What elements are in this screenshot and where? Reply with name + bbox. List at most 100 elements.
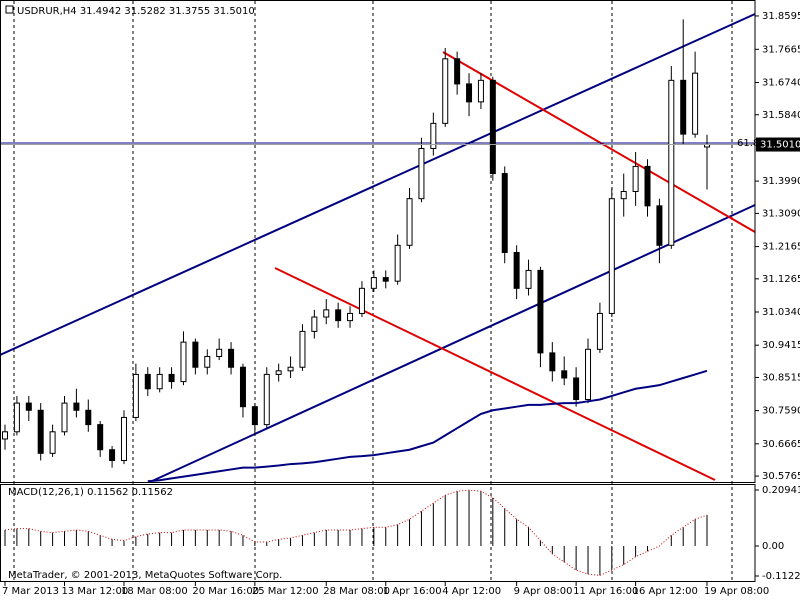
y-tick-label: 31.2165 xyxy=(762,242,800,253)
candle-body xyxy=(275,370,282,375)
candle-body xyxy=(144,373,151,390)
macd-frame xyxy=(0,484,756,582)
candle-body xyxy=(49,431,56,454)
y-tick-label: 30.7590 xyxy=(762,406,800,417)
candle-body xyxy=(2,431,8,440)
price-label-box xyxy=(756,137,800,152)
price-label: 31.5010 xyxy=(760,140,800,151)
candle-body xyxy=(335,309,342,322)
x-tick-label: 9 Apr 08:00 xyxy=(514,586,573,597)
candle-body xyxy=(168,373,175,383)
y-tick-label: 30.9415 xyxy=(762,340,800,351)
candle-body xyxy=(537,269,544,354)
candle-body xyxy=(263,373,270,426)
candle-body xyxy=(382,277,389,282)
y-tick-label: 31.5840 xyxy=(762,110,800,121)
candle-body xyxy=(442,58,449,124)
candle-body xyxy=(180,341,187,383)
plot: 31.8595 31.7665 31.6740 31.5840 31.3990 31.30… xyxy=(0,11,800,597)
y-tick-label: 31.0340 xyxy=(762,307,800,318)
y-tick-label: 31.8595 xyxy=(762,11,800,22)
moving-average xyxy=(147,369,708,483)
candle-body xyxy=(608,198,615,314)
candle-body xyxy=(323,309,330,318)
candle-body xyxy=(501,173,508,253)
x-tick-label: 7 Mar 2013 xyxy=(2,586,59,597)
candle-body xyxy=(573,377,580,401)
x-tick-label: 19 Apr 08:00 xyxy=(704,586,769,597)
channel-lower xyxy=(149,204,756,483)
candle-body xyxy=(549,352,556,372)
candle-body xyxy=(394,244,401,282)
x-tick-label: 28 Mar 08:00 xyxy=(323,586,390,597)
candle-body xyxy=(132,373,139,418)
candle-body xyxy=(644,165,651,207)
y-tick-label: 31.7665 xyxy=(762,44,800,55)
candle-body xyxy=(287,366,294,372)
candle-body xyxy=(192,341,199,368)
candle-body xyxy=(454,58,461,85)
candle-body xyxy=(406,198,413,246)
trend-red-lower xyxy=(274,267,716,481)
copyright: MetaTrader, © 2001-2013, MetaQuotes Soft… xyxy=(8,570,282,581)
symbol-icon xyxy=(5,5,14,14)
main-frame xyxy=(0,0,756,483)
candle-body xyxy=(25,402,32,411)
candle-body xyxy=(156,373,163,390)
x-tick-label: 13 Mar 12:00 xyxy=(61,586,128,597)
x-tick-label: 16 Apr 12:00 xyxy=(633,586,698,597)
candle-body xyxy=(358,287,365,314)
candle-body xyxy=(97,424,104,451)
candle-body xyxy=(466,83,473,103)
candle-body xyxy=(620,191,627,200)
candle-body xyxy=(692,72,699,135)
chart-title: USDRUR,H4 31.4942 31.5282 31.3755 31.501… xyxy=(17,6,255,17)
x-tick-label: 1 Apr 16:00 xyxy=(383,586,442,597)
candle-body xyxy=(561,370,568,379)
x-tick-label: 20 Mar 16:00 xyxy=(192,586,259,597)
candle-body xyxy=(311,316,318,332)
candle-body xyxy=(251,406,258,426)
candle-body xyxy=(370,277,377,289)
candle-body xyxy=(13,402,20,433)
candle-body xyxy=(109,449,116,461)
candle-body xyxy=(585,348,592,401)
candle-body xyxy=(216,348,223,357)
channel-upper xyxy=(0,13,756,356)
candle-body xyxy=(680,79,687,135)
x-tick-label: 11 Apr 16:00 xyxy=(573,586,638,597)
candle-body xyxy=(668,79,675,246)
y-tick-label: 0.00 xyxy=(762,541,784,552)
x-tick-label: 4 Apr 12:00 xyxy=(442,586,501,597)
y-tick-label: 31.1265 xyxy=(762,274,800,285)
y-tick-label: 31.3090 xyxy=(762,208,800,219)
y-tick-label: 31.3990 xyxy=(762,176,800,187)
candle-body xyxy=(228,348,235,368)
x-tick-label: 18 Mar 08:00 xyxy=(121,586,188,597)
candle-body xyxy=(120,416,127,461)
candle-body xyxy=(513,251,520,289)
candle-body xyxy=(596,312,603,350)
candle-body xyxy=(73,402,80,411)
y-tick-label: 30.6665 xyxy=(762,439,800,450)
candle-body xyxy=(204,355,211,368)
candle-body xyxy=(489,79,496,175)
indicator-title: MACD(12,26,1) 0.11562 0.11562 xyxy=(8,487,173,498)
candle-body xyxy=(477,79,484,103)
candle-body xyxy=(525,269,532,289)
candle-body xyxy=(37,409,44,454)
candle-body xyxy=(85,409,92,426)
candle-body xyxy=(239,366,246,408)
candle-body xyxy=(656,205,663,246)
fib-label: 61.8 xyxy=(737,138,759,149)
candle-body xyxy=(347,312,354,322)
candle-body xyxy=(418,147,425,200)
y-tick-label: 31.6740 xyxy=(762,77,800,88)
y-tick-label: 30.8515 xyxy=(762,372,800,383)
y-tick-label: -0.11221 xyxy=(762,571,800,582)
candle-body xyxy=(632,165,639,193)
y-tick-label: 0.20941 xyxy=(762,485,800,496)
candle-body xyxy=(61,402,68,433)
candle-body xyxy=(299,330,306,368)
